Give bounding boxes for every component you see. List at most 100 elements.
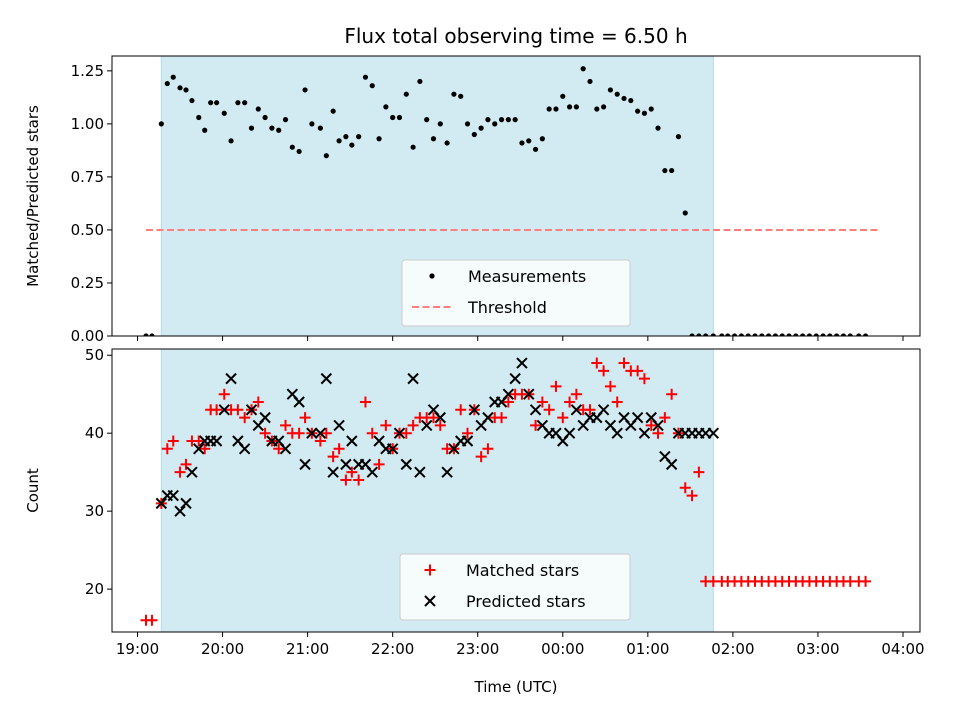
measurements-point (601, 104, 607, 110)
measurements-point (403, 91, 409, 97)
measurements-point (682, 210, 688, 216)
measurements-point (641, 110, 648, 116)
measurements-point (800, 333, 806, 336)
measurements-point (228, 138, 234, 144)
predicted-stars-point (652, 419, 664, 432)
y-tick-label: 0.50 (71, 221, 104, 239)
measurements-point (786, 333, 792, 336)
predicted-stars-point (180, 497, 192, 510)
measurements-point (719, 333, 725, 336)
matched-stars-point (652, 427, 664, 439)
measurements-point (675, 134, 682, 140)
measurements-point (177, 85, 183, 91)
measurements-point (302, 87, 308, 93)
matched-stars-point (174, 466, 186, 478)
matched-stars-point (167, 435, 179, 447)
matched-stars-point (373, 458, 385, 470)
measurements-point (317, 125, 323, 131)
predicted-stars-point (516, 357, 528, 369)
measurements-point (752, 333, 758, 336)
measurements-point (793, 333, 799, 336)
ratio-panel: 0.00 0.25 0.50 0.75 1.00 1.25 Matched/Predicte… (24, 55, 921, 345)
x-tick-label: 00:00 (541, 640, 584, 658)
measurements-point (662, 167, 668, 174)
matched-stars-point (611, 396, 623, 408)
matched-stars-point (273, 443, 285, 455)
measurements-point (196, 114, 202, 121)
measurements-point (221, 110, 227, 116)
measurements-point (189, 97, 195, 104)
legend-entry-predicted-stars: Predicted stars (466, 592, 586, 611)
matched-stars-point (693, 466, 705, 478)
x-tick-label: 02:00 (711, 640, 754, 658)
measurements-point (553, 106, 559, 112)
count-panel: 20 30 40 50 19:00 20:00 21:00 22:00 23:00 00:00 01… (24, 346, 925, 658)
measurements-point (255, 106, 261, 112)
measurements-point (628, 97, 634, 104)
predicted-stars-point (186, 466, 198, 478)
measurements-point (323, 153, 329, 159)
legend-entry-matched-stars: Matched stars (466, 561, 579, 580)
x-tick-label: 21:00 (286, 640, 329, 658)
matched-stars-point (475, 451, 487, 463)
measurements-point (471, 131, 477, 138)
predicted-stars-point (638, 427, 651, 439)
predicted-stars-point (570, 404, 583, 416)
measurements-point (580, 66, 586, 72)
measurements-point (779, 333, 785, 336)
predicted-stars-point (393, 427, 406, 439)
measurements-point (738, 333, 744, 336)
measurements-point (498, 117, 505, 123)
measurements-point (336, 138, 342, 144)
predicted-stars-point (420, 419, 433, 432)
matched-stars-point (366, 427, 378, 439)
measurements-point (343, 134, 349, 140)
matched-stars-point (632, 365, 644, 377)
matched-stars-point (232, 404, 244, 416)
legend-box (399, 553, 631, 621)
predicted-stars-point (366, 466, 378, 478)
predicted-stars-point (563, 427, 576, 439)
matched-stars-point (327, 451, 339, 463)
predicted-stars-point (167, 489, 179, 502)
measurements-point (444, 140, 450, 146)
predicted-stars-point (306, 427, 318, 439)
x-tick-label: 04:00 (881, 640, 924, 658)
matched-stars-point (638, 373, 650, 385)
axes-frame (111, 55, 921, 337)
y-axis-label: Count (24, 468, 42, 513)
predicted-stars-point (631, 411, 644, 424)
predicted-stars-point (482, 411, 494, 424)
matched-stars-point (359, 396, 371, 408)
matched-stars-point (557, 412, 569, 424)
x-tick-label: 20:00 (201, 640, 244, 658)
measurements-point (158, 121, 164, 127)
measurements-point (725, 333, 731, 336)
x-tick-label: 01:00 (626, 640, 669, 658)
measurements-point (383, 104, 389, 110)
matched-stars-point (293, 427, 305, 439)
matched-stars-point (340, 474, 352, 486)
measurements-point (560, 93, 566, 99)
matched-stars-point (239, 412, 251, 424)
matched-stars-point (455, 404, 467, 416)
predicted-stars-point (400, 458, 412, 471)
matched-stars-point (604, 380, 616, 392)
matched-stars-point (161, 443, 173, 455)
y-tick-label: 0.25 (71, 274, 104, 292)
measurements-point (242, 100, 248, 106)
predicted-stars-point (665, 458, 678, 471)
legend: Measurements Threshold (401, 259, 631, 327)
matched-stars-point (550, 380, 562, 392)
measurements-point (349, 142, 355, 148)
matched-stars-point (482, 443, 494, 455)
predicted-stars-point (293, 396, 305, 408)
matched-stars-point (666, 388, 678, 400)
predicted-stars-point (299, 458, 311, 471)
matched-stars-point (353, 474, 365, 486)
y-axis-label: Matched/Predicted stars (24, 105, 42, 287)
measurements-point (587, 78, 593, 85)
predicted-stars-point (509, 372, 521, 385)
matched-stars-point (564, 396, 576, 408)
